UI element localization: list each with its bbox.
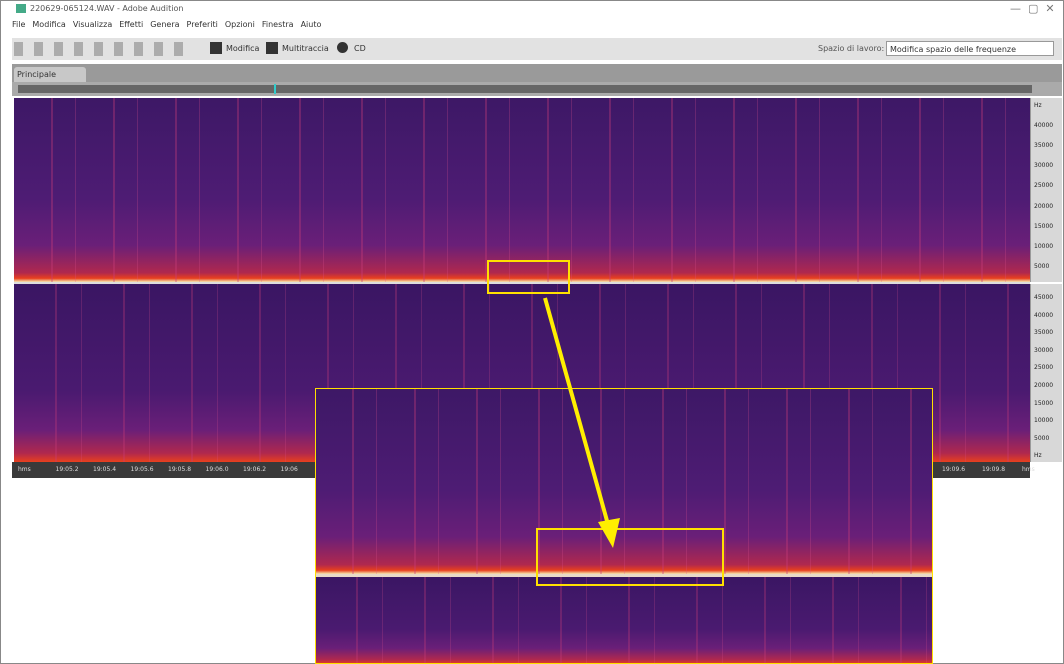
- arrow: [0, 0, 1064, 664]
- app-window: 220629-065124.WAV - Adobe Audition — ▢ ✕…: [0, 0, 1064, 664]
